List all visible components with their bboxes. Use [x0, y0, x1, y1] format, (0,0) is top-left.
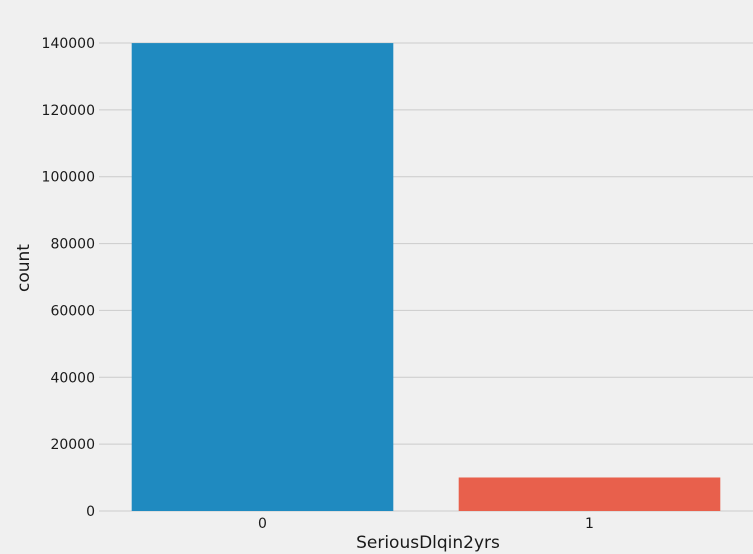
- bars: [131, 43, 721, 511]
- y-tick-label: 60000: [50, 303, 95, 319]
- x-tick-label: 1: [585, 516, 594, 532]
- y-tick-label: 40000: [50, 370, 95, 386]
- x-tick-label: 0: [258, 516, 267, 532]
- bar-1: [458, 477, 721, 511]
- y-tick-label: 20000: [50, 437, 95, 453]
- y-tick-label: 120000: [42, 103, 95, 119]
- x-axis-label: SeriousDlqin2yrs: [356, 533, 500, 553]
- y-axis-label: count: [14, 244, 34, 292]
- y-tick-label: 80000: [50, 237, 95, 253]
- y-tick-label: 140000: [42, 36, 95, 52]
- bar-0: [131, 43, 394, 511]
- y-tick-label: 0: [86, 504, 95, 520]
- y-axis-ticks: 0 20000 40000 60000 80000 100000 120000 140000: [42, 36, 95, 520]
- y-tick-label: 100000: [42, 170, 95, 186]
